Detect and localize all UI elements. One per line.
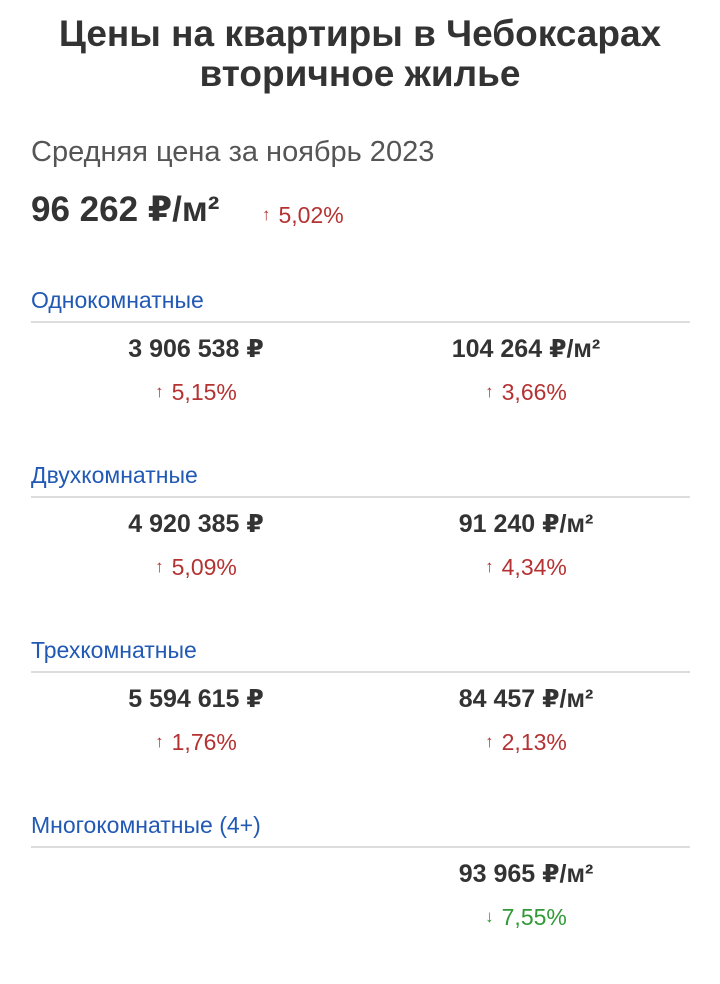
sqm-price-change: ↑ 4,34% (361, 553, 691, 584)
average-price: 96 262 ₽/м² (31, 190, 220, 229)
change-value: 7,55% (501, 904, 567, 930)
sqm-price-change: ↓ 7,55% (361, 903, 691, 934)
average-price-change: ↑ 5,02% (262, 202, 344, 229)
total-price: 3 906 538 ₽ (128, 335, 264, 363)
change-value: 3,66% (501, 379, 567, 405)
arrow-up-icon: ↑ (155, 382, 164, 401)
title-line-2: вторичное жилье (199, 53, 521, 94)
section-label: Трехкомнатные (31, 637, 197, 663)
arrow-up-icon: ↑ (262, 205, 271, 224)
total-price-change: ↑ 5,09% (31, 553, 361, 584)
change-value: 2,13% (501, 729, 567, 755)
arrow-up-icon: ↑ (155, 557, 164, 576)
section-4plus-room: Многокомнатные (4+) 93 965 ₽/м² ↓ 7,55% (31, 809, 690, 984)
section-label: Многокомнатные (4+) (31, 812, 261, 838)
section-3-room: Трехкомнатные 5 594 615 ₽ ↑ 1,76% 84 457 ₽… (31, 634, 690, 809)
total-price: 5 594 615 ₽ (128, 685, 264, 713)
divider (31, 321, 690, 323)
arrow-up-icon: ↑ (485, 557, 494, 576)
price-per-sqm: 93 965 ₽/м² (458, 860, 594, 888)
sqm-price-change: ↑ 2,13% (361, 728, 691, 759)
section-2-room: Двухкомнатные 4 920 385 ₽ ↑ 5,09% 91 240 ₽… (31, 459, 690, 634)
change-value: 1,76% (171, 729, 237, 755)
divider (31, 496, 690, 498)
change-value: 4,34% (501, 554, 567, 580)
change-value: 5,09% (171, 554, 237, 580)
divider (31, 671, 690, 673)
title-line-1: Цены на квартиры в Чебоксарах (58, 13, 662, 54)
arrow-down-icon: ↓ (485, 907, 494, 926)
price-per-sqm: 104 264 ₽/м² (451, 335, 601, 363)
arrow-up-icon: ↑ (155, 732, 164, 751)
section-1-room: Однокомнатные 3 906 538 ₽ ↑ 5,15% 104 264 … (31, 284, 690, 459)
total-price: 4 920 385 ₽ (128, 510, 264, 538)
arrow-up-icon: ↑ (485, 732, 494, 751)
price-per-sqm: 91 240 ₽/м² (458, 510, 594, 538)
section-label: Однокомнатные (31, 287, 204, 313)
divider (31, 846, 690, 848)
period-subtitle: Средняя цена за ноябрь 2023 (31, 136, 435, 168)
price-per-sqm: 84 457 ₽/м² (458, 685, 594, 713)
change-value: 5,15% (171, 379, 237, 405)
section-label: Двухкомнатные (31, 462, 198, 488)
total-price-change: ↑ 1,76% (31, 728, 361, 759)
sqm-price-change: ↑ 3,66% (361, 378, 691, 409)
total-price-change: ↑ 5,15% (31, 378, 361, 409)
page-title: Цены на квартиры в Чебоксарах вторичное … (0, 14, 720, 94)
arrow-up-icon: ↑ (485, 382, 494, 401)
change-value: 5,02% (278, 202, 344, 228)
